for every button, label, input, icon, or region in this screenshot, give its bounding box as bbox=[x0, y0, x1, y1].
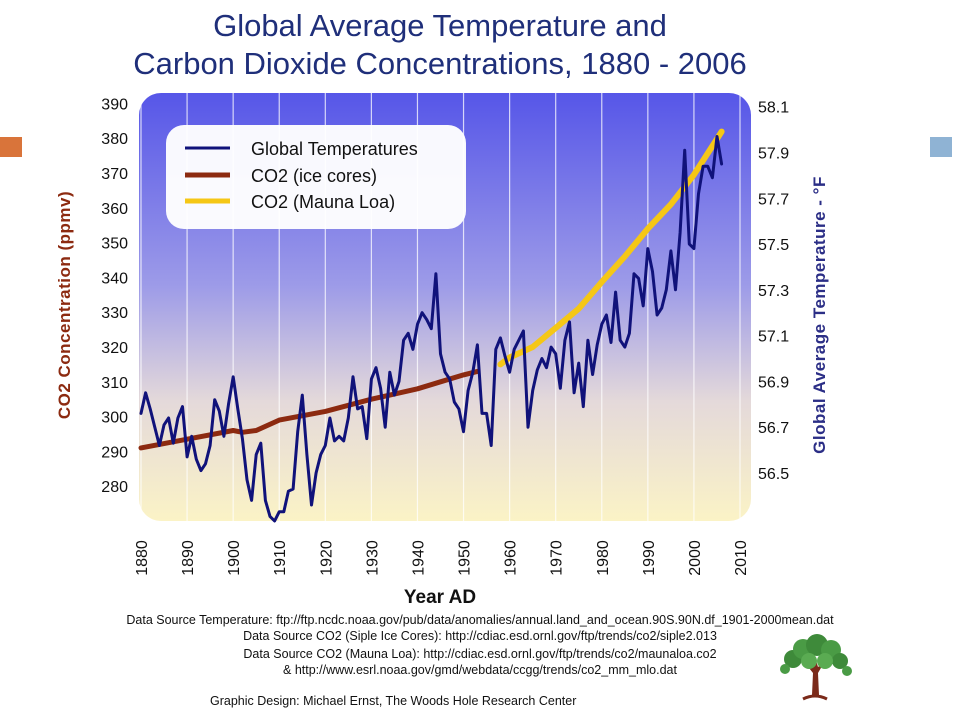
x-tick-label: 1970 bbox=[549, 540, 566, 576]
y-right-tick-label: 56.9 bbox=[758, 374, 789, 391]
y-right-tick-label: 57.9 bbox=[758, 146, 789, 163]
x-tick-label: 1890 bbox=[180, 540, 197, 576]
y-right-tick-label: 57.5 bbox=[758, 237, 789, 254]
x-axis-ticks: 1880 1890 1900 1910 1920 1930 1940 1950 1960 1970… bbox=[134, 540, 750, 576]
accent-square-left bbox=[0, 137, 22, 157]
legend: Global Temperatures CO2 (ice cores) CO2 … bbox=[166, 125, 466, 229]
x-tick-label: 1930 bbox=[364, 540, 381, 576]
y-right-tick-label: 57.7 bbox=[758, 191, 789, 208]
x-axis-label: Year AD bbox=[403, 587, 477, 608]
y-left-tick-label: 370 bbox=[101, 166, 128, 183]
graphic-credit: Graphic Design: Michael Ernst, The Woods… bbox=[210, 694, 577, 708]
series-line-global-temperatures bbox=[139, 135, 724, 523]
y-axis-left-label: CO2 Concentration (ppmv) bbox=[55, 190, 74, 420]
source-noaa: & http://www.esrl.noaa.gov/gmd/webdata/c… bbox=[283, 663, 677, 677]
accent-square-right bbox=[930, 137, 952, 157]
x-tick-label: 1880 bbox=[134, 540, 151, 576]
x-tick-label: 1940 bbox=[410, 540, 427, 576]
y-axis-left-ticks: 390 380 370 360 350 340 330 320 310 300 290 280 bbox=[101, 96, 128, 496]
series-line-co2-mauna-loa bbox=[497, 128, 725, 368]
y-left-tick-label: 390 bbox=[101, 96, 128, 113]
y-left-tick-label: 320 bbox=[101, 340, 128, 357]
y-left-tick-label: 310 bbox=[101, 375, 128, 392]
legend-label-ice-cores: CO2 (ice cores) bbox=[251, 166, 377, 186]
y-right-tick-label: 58.1 bbox=[758, 100, 789, 117]
y-left-tick-label: 340 bbox=[101, 270, 128, 287]
chart-title-line2: Carbon Dioxide Concentrations, 1880 - 20… bbox=[133, 46, 747, 81]
y-left-tick-label: 360 bbox=[101, 201, 128, 218]
x-tick-label: 1960 bbox=[503, 540, 520, 576]
y-axis-right-ticks: 58.1 57.9 57.7 57.5 57.3 57.1 56.9 56.7 56.5 bbox=[758, 100, 789, 483]
y-right-tick-label: 56.7 bbox=[758, 420, 789, 437]
chart-title-line1: Global Average Temperature and bbox=[213, 8, 667, 43]
x-tick-label: 1920 bbox=[318, 540, 335, 576]
x-tick-label: 1980 bbox=[595, 540, 612, 576]
y-right-tick-label: 57.3 bbox=[758, 283, 789, 300]
legend-box bbox=[166, 125, 466, 229]
legend-label-temperature: Global Temperatures bbox=[251, 139, 418, 159]
x-tick-label: 2000 bbox=[687, 540, 704, 576]
y-left-tick-label: 350 bbox=[101, 236, 128, 253]
x-tick-label: 1990 bbox=[641, 540, 658, 576]
series-lines bbox=[138, 128, 725, 523]
x-tick-label: 2010 bbox=[733, 540, 750, 576]
y-left-tick-label: 330 bbox=[101, 305, 128, 322]
x-tick-label: 1950 bbox=[457, 540, 474, 576]
y-left-tick-label: 380 bbox=[101, 131, 128, 148]
source-ice-cores: Data Source CO2 (Siple Ice Cores): http:… bbox=[243, 629, 717, 643]
legend-label-mauna-loa: CO2 (Mauna Loa) bbox=[251, 192, 395, 212]
woods-hole-logo bbox=[780, 634, 852, 701]
x-tick-label: 1910 bbox=[272, 540, 289, 576]
x-tick-label: 1900 bbox=[226, 540, 243, 576]
source-temperature: Data Source Temperature: ftp://ftp.ncdc.… bbox=[126, 613, 834, 627]
y-right-tick-label: 56.5 bbox=[758, 466, 789, 483]
y-axis-right-label: Global Average Temperature - °F bbox=[810, 176, 829, 454]
y-left-tick-label: 300 bbox=[101, 410, 128, 427]
y-right-tick-label: 57.1 bbox=[758, 329, 789, 346]
source-mauna-loa: Data Source CO2 (Mauna Loa): http://cdia… bbox=[243, 647, 717, 661]
y-left-tick-label: 280 bbox=[101, 479, 128, 496]
y-left-tick-label: 290 bbox=[101, 444, 128, 461]
